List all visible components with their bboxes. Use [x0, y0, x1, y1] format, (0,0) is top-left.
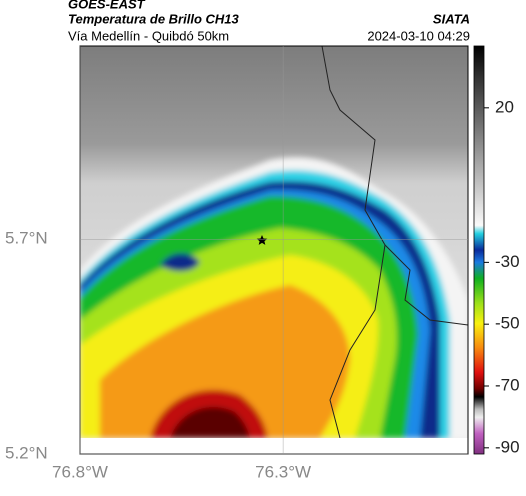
source: SIATA: [433, 11, 470, 26]
colorbar-label: -90: [495, 437, 520, 456]
route: Vía Medellín - Quibdó 50km: [68, 28, 229, 43]
lon-label: 76.3°W: [255, 462, 311, 481]
subtitle: Temperatura de Brillo CH13: [68, 11, 240, 26]
lat-label: 5.7°N: [5, 229, 48, 248]
title: GOES-EAST: [68, 0, 146, 11]
lat-label: 5.2°N: [5, 443, 48, 462]
datetime: 2024-03-10 04:29: [367, 28, 470, 43]
satellite-image: [80, 46, 468, 438]
colorbar: [473, 45, 485, 455]
location-marker: [256, 235, 268, 245]
colorbar-label: -70: [495, 375, 520, 394]
colorbar-label: -50: [495, 314, 520, 333]
colorbar-label: -30: [495, 252, 520, 271]
lon-label: 76.8°W: [52, 462, 108, 481]
colorbar-label: 20: [495, 97, 514, 116]
